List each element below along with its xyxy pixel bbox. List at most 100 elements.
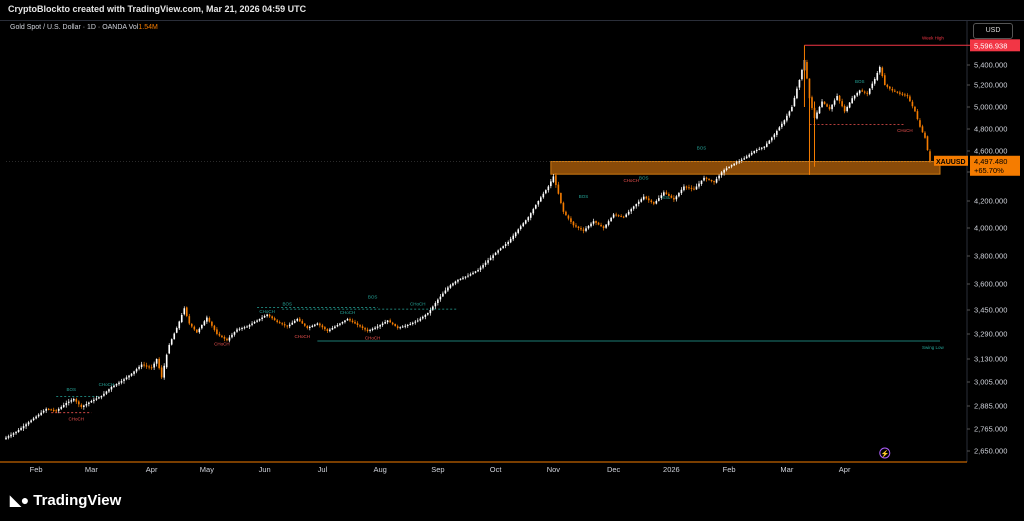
candle-body	[921, 126, 924, 133]
candle-body	[773, 134, 776, 138]
candle-body	[683, 186, 685, 191]
structure-annotation: BOS	[282, 302, 292, 307]
candle-body	[517, 229, 520, 233]
candle-body	[401, 326, 404, 328]
candle-body	[306, 326, 309, 328]
candle-body	[236, 329, 238, 332]
candle-body	[326, 329, 329, 331]
price-chart[interactable]: 5,400.000 5,200.000 5,000.000 4,800.000 4,60…	[0, 0, 1024, 482]
candle-body	[173, 333, 176, 340]
candle-body	[22, 426, 25, 429]
candle-body	[20, 428, 22, 430]
candle-body	[723, 169, 725, 173]
candle-body	[858, 90, 861, 94]
structure-annotation: CHoCH	[295, 334, 311, 339]
candle-body	[509, 238, 512, 243]
candle-body	[670, 195, 673, 198]
candle-body	[72, 399, 75, 401]
candle-body	[414, 321, 417, 323]
candle-body	[178, 321, 181, 329]
candle-body	[635, 204, 638, 207]
tradingview-logo[interactable]: ◣● TradingView	[10, 492, 121, 509]
candle-body	[552, 176, 555, 183]
candle-body	[203, 321, 206, 326]
x-tick-label: Mar	[85, 465, 98, 474]
candle-body	[821, 101, 823, 107]
candle-body	[881, 67, 884, 76]
x-tick-label: Dec	[607, 465, 621, 474]
candle-body	[233, 332, 236, 335]
candle-body	[32, 418, 35, 421]
candle-body	[135, 369, 138, 372]
candle-body	[542, 193, 545, 198]
candle-body	[439, 296, 442, 300]
candle-body	[587, 225, 590, 229]
price-labels: XAUUSD 4,497.480+65.70% 5,596.938	[6, 39, 1020, 176]
candle-body	[642, 196, 645, 200]
candle-body	[652, 202, 655, 204]
candle-body	[263, 316, 266, 318]
candle-body	[231, 334, 233, 338]
candle-body	[585, 228, 587, 231]
structure-annotation: CHoCH	[410, 302, 426, 307]
candle-body	[185, 307, 188, 316]
candle-body	[213, 325, 216, 330]
structure-annotation: CHoCH	[259, 309, 275, 314]
candle-body	[502, 246, 504, 249]
candle-body	[143, 364, 145, 366]
structure-annotation: BOS	[368, 295, 378, 300]
candle-body	[349, 319, 351, 321]
structure-annotation: CHoCH	[214, 342, 230, 347]
candle-body	[411, 322, 414, 324]
candle-body	[77, 401, 80, 405]
candle-body	[266, 314, 268, 317]
candle-body	[685, 186, 688, 188]
y-tick-label: 5,200.000	[974, 81, 1007, 90]
candle-body	[52, 409, 55, 411]
candle-body	[492, 255, 494, 259]
candle-body	[316, 323, 319, 325]
candle-body	[110, 387, 113, 390]
candle-body	[755, 149, 758, 152]
candle-body	[371, 328, 374, 331]
candle-body	[128, 375, 130, 378]
candle-body	[303, 323, 306, 326]
candle-body	[617, 215, 620, 217]
candle-body	[710, 179, 713, 182]
structure-annotation: SSL	[662, 195, 671, 200]
candle-body	[871, 83, 874, 89]
candle-body	[758, 148, 761, 150]
currency-button[interactable]: USD	[973, 23, 1013, 39]
candle-body	[444, 290, 447, 294]
candle-body	[130, 373, 133, 376]
candle-body	[25, 424, 27, 427]
candle-body	[484, 262, 487, 265]
candle-body	[98, 397, 100, 399]
candle-body	[223, 337, 226, 339]
high-price-value: 5,596.938	[974, 41, 1007, 50]
candle-body	[489, 257, 492, 261]
candle-body	[580, 228, 582, 230]
structure-annotation: BOS	[639, 175, 649, 180]
candle-body	[477, 270, 479, 272]
candle-body	[673, 197, 675, 200]
y-tick-label: 4,200.000	[974, 197, 1007, 206]
candle-body	[27, 422, 30, 425]
x-tick-label: Feb	[30, 465, 43, 474]
candle-body	[906, 95, 909, 97]
symbol-legend[interactable]: Gold Spot / U.S. Dollar · 1D · OANDA Vol…	[10, 24, 158, 31]
candle-body	[346, 319, 349, 321]
candle-body	[241, 328, 243, 329]
candle-body	[788, 111, 791, 116]
candle-body	[344, 320, 346, 323]
candle-body	[801, 70, 803, 80]
candle-body	[534, 205, 537, 209]
candle-body	[620, 215, 622, 217]
candle-body	[846, 107, 848, 112]
candle-body	[680, 189, 683, 194]
chart-pane[interactable]	[0, 20, 1024, 484]
y-tick-label: 2,765.000	[974, 425, 1007, 434]
candle-body	[856, 93, 859, 96]
candle-body	[826, 104, 828, 107]
candle-body	[278, 322, 281, 324]
